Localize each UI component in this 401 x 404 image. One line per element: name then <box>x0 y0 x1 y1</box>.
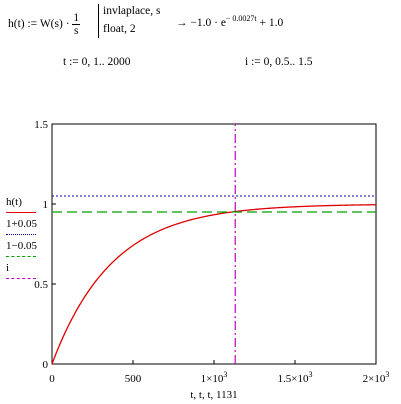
arrow-icon: → <box>176 16 188 29</box>
x-axis-label: t, t, t, 1131 <box>190 389 237 401</box>
result-constant: + 1.0 <box>256 16 284 29</box>
t-range-definition: t := 0, 1.. 2000 <box>63 56 131 68</box>
h-curve-line <box>51 204 377 365</box>
transfer-equation: h(t) := W(s) · 1 s <box>8 12 81 37</box>
y-tick-label: 1.5 <box>34 119 48 131</box>
legend-swatch-h <box>6 212 36 213</box>
y-tick-label: 1 <box>43 199 49 211</box>
x-tick-label: 1.5×103 <box>278 370 313 385</box>
operator-float: float, 2 <box>103 23 136 35</box>
y-tick-label: 0.5 <box>34 279 48 291</box>
legend-label-i: i <box>6 262 10 274</box>
legend-label-upper: 1+0.05 <box>6 218 37 230</box>
result-coefficient: −1.0 · e <box>190 16 226 29</box>
fraction-denominator: s <box>74 25 79 37</box>
i-range-definition: i := 0, 0.5.. 1.5 <box>245 56 313 68</box>
legend-swatch-upper <box>6 234 36 235</box>
x-tick-label: 500 <box>125 373 142 385</box>
y-tick-label: 0 <box>43 359 49 371</box>
legend-label-h: h(t) <box>6 196 22 208</box>
symbolic-result: → −1.0 · e− 0.0027t + 1.0 <box>176 14 283 29</box>
result-exponent: − 0.0027t <box>225 14 257 23</box>
fraction-numerator: 1 <box>72 12 81 25</box>
x-tick-label: 2×103 <box>363 370 390 385</box>
x-tick-label: 1×103 <box>201 370 228 385</box>
legend-label-lower: 1−0.05 <box>6 240 37 252</box>
legend-swatch-lower <box>6 256 36 257</box>
legend-swatch-i <box>6 278 36 279</box>
h-definition: h(t) := W(s) · <box>8 18 70 31</box>
one-over-s-fraction: 1 s <box>72 12 81 37</box>
x-tick-label: 0 <box>49 373 55 385</box>
operator-bracket <box>98 4 99 38</box>
plot-frame <box>51 123 377 365</box>
operator-invlaplace: invlaplace, s <box>103 5 161 17</box>
